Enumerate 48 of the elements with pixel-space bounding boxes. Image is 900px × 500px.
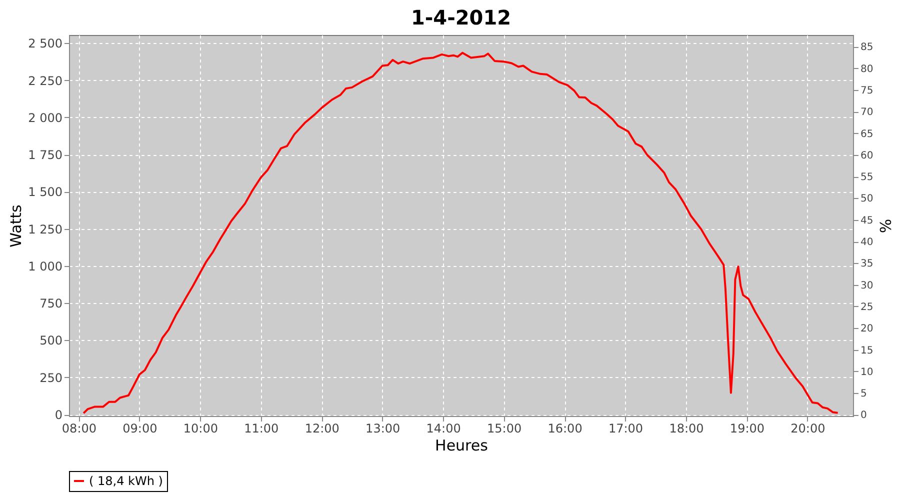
- y-tick-label: 1 750: [28, 148, 62, 162]
- y2-tick-label: 5: [860, 388, 867, 400]
- y2-tick-label: 40: [860, 237, 874, 248]
- y2-tick-label: 55: [860, 172, 874, 184]
- x-tick-label: 15:00: [487, 422, 522, 436]
- x-tick-label: 17:00: [608, 422, 644, 436]
- y-tick-label: 250: [40, 370, 62, 385]
- x-axis-title: Heures: [435, 436, 488, 454]
- y2-tick-label: 50: [860, 194, 874, 205]
- y2-tick-label: 30: [860, 280, 874, 292]
- y2-tick-label: 35: [860, 258, 874, 270]
- y2-tick-label: 0: [860, 410, 867, 422]
- x-tick-label: 08:00: [62, 422, 97, 436]
- y-tick-label: 0: [54, 408, 62, 422]
- x-tick-label: 12:00: [304, 422, 340, 436]
- y-axis-title: Watts: [7, 204, 26, 248]
- y2-axis-title: %: [876, 218, 894, 234]
- y-tick-label: 500: [40, 334, 62, 348]
- y2-tick-label: 15: [860, 345, 874, 356]
- x-tick-label: 19:00: [730, 422, 765, 436]
- y-tick-label: 2 000: [28, 110, 62, 125]
- x-tick-label: 20:00: [790, 422, 826, 436]
- y-tick-label: 2 500: [28, 36, 62, 51]
- y-tick-label: 1 000: [28, 259, 62, 274]
- x-tick-label: 09:00: [122, 422, 158, 436]
- y2-tick-label: 10: [860, 366, 874, 378]
- x-tick-label: 14:00: [426, 422, 461, 436]
- x-tick-label: 16:00: [548, 422, 582, 436]
- y-tick-label: 750: [40, 296, 62, 311]
- chart-title: 1-4-2012: [410, 5, 512, 30]
- y2-tick-label: 20: [860, 324, 874, 335]
- y2-tick-label: 65: [860, 128, 874, 140]
- line-series: [82, 52, 839, 414]
- y2-tick-label: 85: [860, 42, 874, 54]
- x-tick-label: 10:00: [183, 422, 218, 436]
- y2-tick-label: 75: [860, 85, 874, 96]
- y-tick-label: 2 250: [28, 74, 62, 88]
- y2-tick-label: 60: [860, 150, 874, 162]
- y2-tick-label: 70: [860, 107, 874, 118]
- x-tick-label: 13:00: [366, 422, 400, 436]
- y2-tick-label: 45: [860, 215, 874, 226]
- y2-tick-label: 25: [860, 302, 874, 313]
- y-tick-label: 1 250: [28, 222, 62, 236]
- x-tick-label: 11:00: [244, 422, 279, 436]
- legend-label: ( 18,4 kWh ): [89, 474, 163, 488]
- y2-tick-label: 80: [860, 64, 874, 75]
- y-tick-label: 1 500: [28, 185, 62, 200]
- x-tick-label: 18:00: [669, 422, 704, 436]
